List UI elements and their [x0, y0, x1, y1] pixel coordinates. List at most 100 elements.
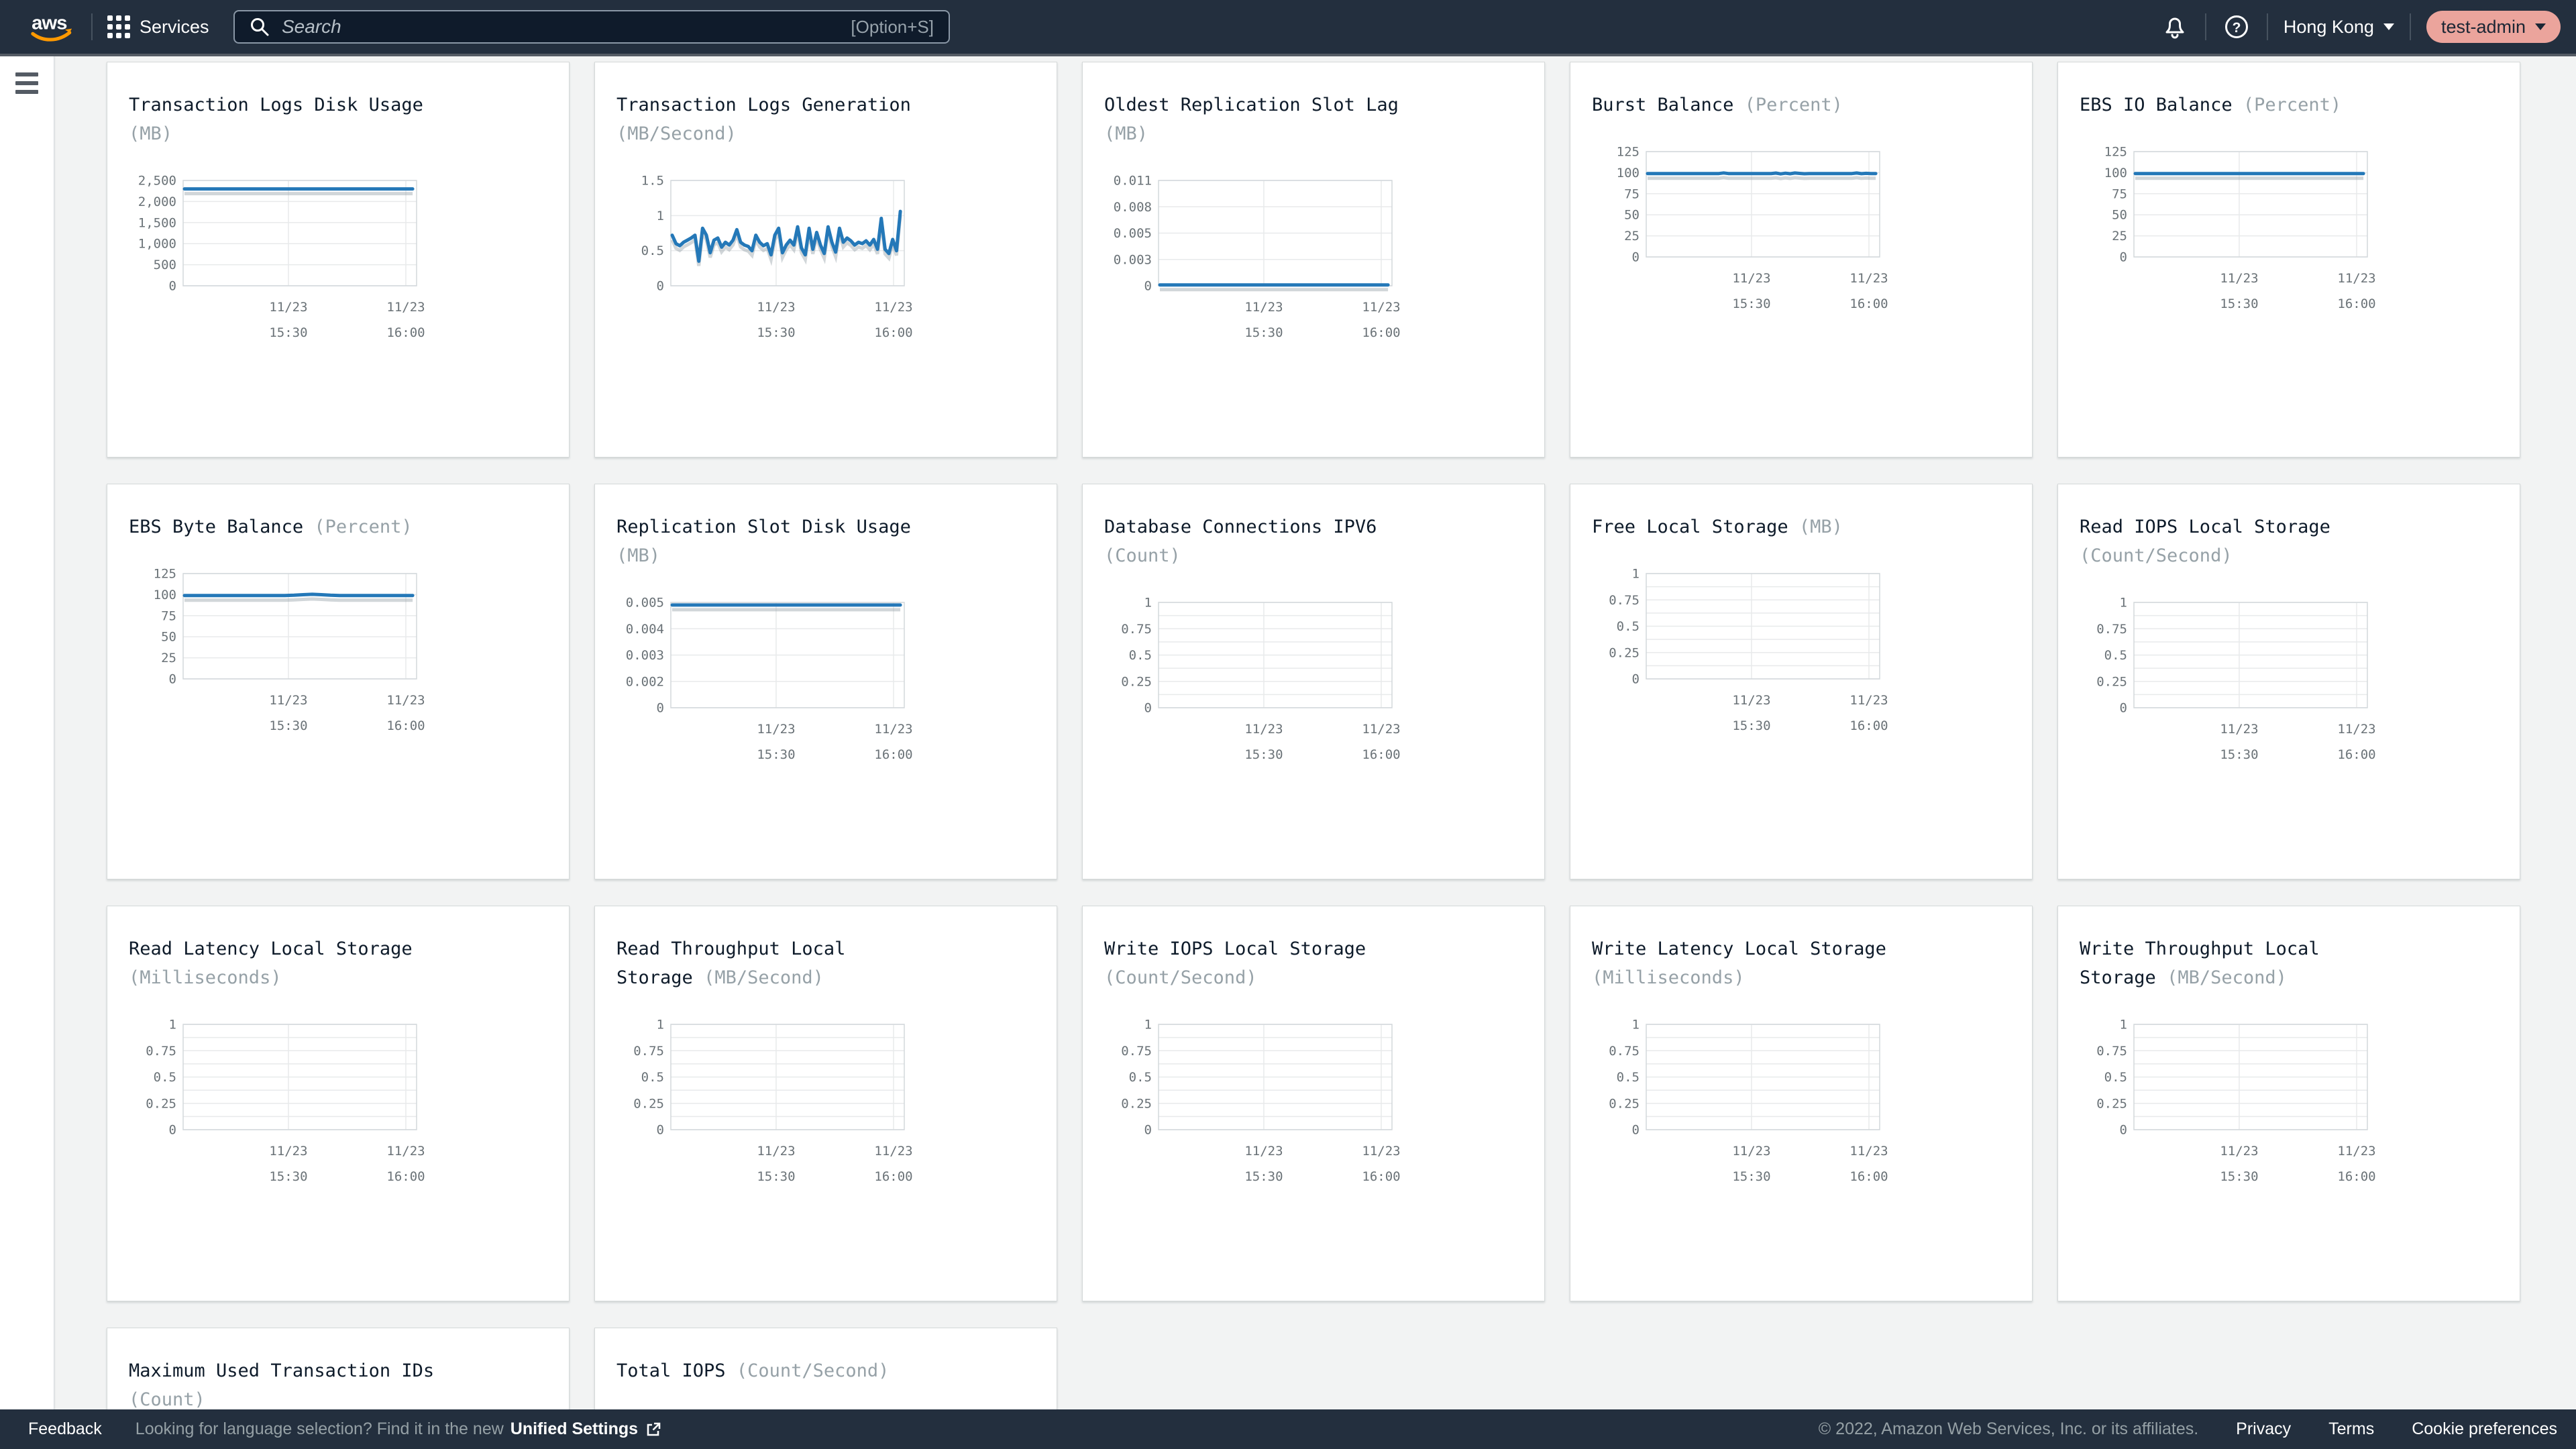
chart-title: Transaction Logs Disk Usage (MB) — [129, 91, 437, 148]
metric-card: EBS IO Balance (Percent) 125 100 75 50 25 0 11/… — [2057, 62, 2520, 458]
svg-text:0.75: 0.75 — [1121, 622, 1152, 637]
svg-text:0: 0 — [1632, 1123, 1640, 1138]
chart-title: Transaction Logs Generation (MB/Second) — [616, 91, 925, 148]
chart-title-text: Transaction Logs Generation — [616, 95, 911, 115]
svg-text:0.003: 0.003 — [626, 648, 664, 663]
svg-text:75: 75 — [2112, 186, 2127, 201]
help-button[interactable]: ? — [2222, 12, 2251, 42]
svg-text:0: 0 — [657, 279, 664, 294]
line-chart[interactable]: 125 100 75 50 25 0 11/23 15:30 11/23 16:00 — [1592, 142, 1900, 317]
line-chart[interactable]: 0.005 0.004 0.003 0.002 0 11/23 15:30 11/23 16:0… — [616, 593, 925, 767]
svg-text:16:00: 16:00 — [1362, 325, 1400, 340]
search-input[interactable] — [280, 15, 841, 38]
svg-text:0: 0 — [169, 1123, 176, 1138]
open-menu-button[interactable] — [15, 72, 38, 99]
svg-text:16:00: 16:00 — [2337, 1169, 2375, 1184]
chart-unit-text: (Milliseconds) — [129, 967, 282, 988]
svg-text:2,000: 2,000 — [138, 195, 176, 209]
line-chart[interactable]: 0.011 0.008 0.005 0.003 0 11/23 15:30 11/23 16:0… — [1104, 171, 1413, 345]
metric-card: Write IOPS Local Storage (Count/Second) 1… — [1082, 906, 1545, 1301]
language-hint-text: Looking for language selection? Find it … — [135, 1419, 504, 1438]
chart-title-text: Replication Slot Disk Usage — [616, 517, 911, 537]
chart-title: Free Local Storage (MB) — [1592, 513, 1900, 541]
privacy-link[interactable]: Privacy — [2236, 1419, 2292, 1438]
metric-card: Read Latency Local Storage (Milliseconds… — [107, 906, 570, 1301]
svg-text:11/23: 11/23 — [2337, 271, 2375, 286]
svg-text:0.25: 0.25 — [2096, 1096, 2127, 1111]
svg-text:500: 500 — [154, 258, 176, 272]
svg-text:0.5: 0.5 — [2104, 648, 2127, 663]
services-label: Services — [140, 16, 209, 37]
svg-text:0.25: 0.25 — [1121, 1096, 1152, 1111]
chart-unit-text: (MB/Second) — [616, 123, 737, 144]
chart-title-text: Oldest Replication Slot Lag — [1104, 95, 1399, 115]
svg-text:0.25: 0.25 — [1609, 645, 1640, 660]
collapsed-sidebar — [0, 56, 54, 1409]
svg-text:0.75: 0.75 — [2096, 1044, 2127, 1059]
svg-text:11/23: 11/23 — [1244, 300, 1283, 315]
chart-title: Burst Balance (Percent) — [1592, 91, 1900, 119]
line-chart[interactable]: 1 0.75 0.5 0.25 0 11/23 15:30 11/23 16:00 — [1104, 1015, 1413, 1189]
svg-text:0.5: 0.5 — [1617, 619, 1640, 634]
svg-text:0.75: 0.75 — [1121, 1044, 1152, 1059]
svg-text:?: ? — [2232, 20, 2241, 36]
svg-text:0: 0 — [1144, 701, 1152, 716]
external-link-icon — [647, 1422, 661, 1436]
chart-title: Write Throughput Local Storage (MB/Secon… — [2080, 934, 2388, 992]
terms-link[interactable]: Terms — [2328, 1419, 2375, 1438]
metric-card: Maximum Used Transaction IDs (Count) — [107, 1328, 570, 1409]
line-chart[interactable]: 1 0.75 0.5 0.25 0 11/23 15:30 11/23 16:00 — [616, 1015, 925, 1189]
chart-unit-text: (Count) — [1104, 545, 1181, 566]
chart-unit-text: (Percent) — [314, 517, 413, 537]
search-bar[interactable]: [Option+S] — [233, 10, 950, 44]
services-menu-button[interactable]: Services — [107, 15, 209, 38]
cookie-preferences-link[interactable]: Cookie preferences — [2412, 1419, 2557, 1438]
account-menu[interactable]: test-admin — [2426, 11, 2561, 43]
svg-text:11/23: 11/23 — [386, 300, 425, 315]
line-chart[interactable]: 1 0.75 0.5 0.25 0 11/23 15:30 11/23 16:00 — [2080, 593, 2388, 767]
svg-text:11/23: 11/23 — [1362, 722, 1400, 737]
line-chart[interactable]: 2,500 2,000 1,500 1,000 500 0 11/23 15:30 11/23 1… — [129, 171, 437, 345]
svg-text:125: 125 — [1617, 145, 1640, 160]
line-chart[interactable]: 125 100 75 50 25 0 11/23 15:30 11/23 16:00 — [2080, 142, 2388, 317]
svg-text:11/23: 11/23 — [1732, 1144, 1770, 1159]
line-chart[interactable]: 125 100 75 50 25 0 11/23 15:30 11/23 16:00 — [129, 564, 437, 739]
chart-title: Total IOPS (Count/Second) — [616, 1356, 925, 1385]
svg-text:11/23: 11/23 — [1362, 300, 1400, 315]
line-chart[interactable]: 1 0.75 0.5 0.25 0 11/23 15:30 11/23 16:00 — [129, 1015, 437, 1189]
svg-text:11/23: 11/23 — [1244, 722, 1283, 737]
feedback-link[interactable]: Feedback — [28, 1419, 102, 1438]
topbar-divider — [2409, 13, 2411, 40]
svg-text:11/23: 11/23 — [757, 300, 795, 315]
svg-text:0.25: 0.25 — [1121, 674, 1152, 689]
svg-text:0.005: 0.005 — [626, 596, 664, 610]
region-selector[interactable]: Hong Kong — [2284, 17, 2394, 38]
chevron-down-icon — [2383, 23, 2394, 30]
line-chart[interactable]: 1 0.75 0.5 0.25 0 11/23 15:30 11/23 16:00 — [2080, 1015, 2388, 1189]
svg-text:0: 0 — [1632, 250, 1640, 265]
svg-text:0: 0 — [2120, 1123, 2127, 1138]
svg-text:1,500: 1,500 — [138, 215, 176, 230]
notifications-button[interactable] — [2160, 12, 2190, 42]
line-chart[interactable]: 1 0.75 0.5 0.25 0 11/23 15:30 11/23 16:00 — [1592, 564, 1900, 739]
svg-text:11/23: 11/23 — [757, 1144, 795, 1159]
chart-unit-text: (MB) — [1104, 123, 1148, 144]
svg-text:0.5: 0.5 — [2104, 1070, 2127, 1085]
svg-text:16:00: 16:00 — [1362, 747, 1400, 762]
unified-settings-link[interactable]: Unified Settings — [510, 1419, 639, 1438]
aws-logo[interactable]: aws — [28, 8, 76, 46]
metric-card: EBS Byte Balance (Percent) 125 100 75 50 25 0 1… — [107, 484, 570, 879]
svg-text:0.011: 0.011 — [1114, 174, 1152, 189]
svg-text:11/23: 11/23 — [2337, 722, 2375, 737]
chart-title: Maximum Used Transaction IDs (Count) — [129, 1356, 437, 1409]
line-chart[interactable]: 1 0.75 0.5 0.25 0 11/23 15:30 11/23 16:00 — [1104, 593, 1413, 767]
line-chart[interactable]: 1 0.75 0.5 0.25 0 11/23 15:30 11/23 16:00 — [1592, 1015, 1900, 1189]
chart-title: Replication Slot Disk Usage (MB) — [616, 513, 925, 570]
svg-text:15:30: 15:30 — [1732, 1169, 1770, 1184]
svg-text:15:30: 15:30 — [757, 747, 795, 762]
line-chart[interactable]: 1.5 1 0.5 0 11/23 15:30 11/23 16:00 — [616, 171, 925, 345]
svg-text:15:30: 15:30 — [2220, 297, 2258, 311]
chevron-down-icon — [2535, 23, 2546, 30]
svg-text:0.75: 0.75 — [633, 1044, 664, 1059]
chart-unit-text: (Count) — [129, 1389, 205, 1409]
